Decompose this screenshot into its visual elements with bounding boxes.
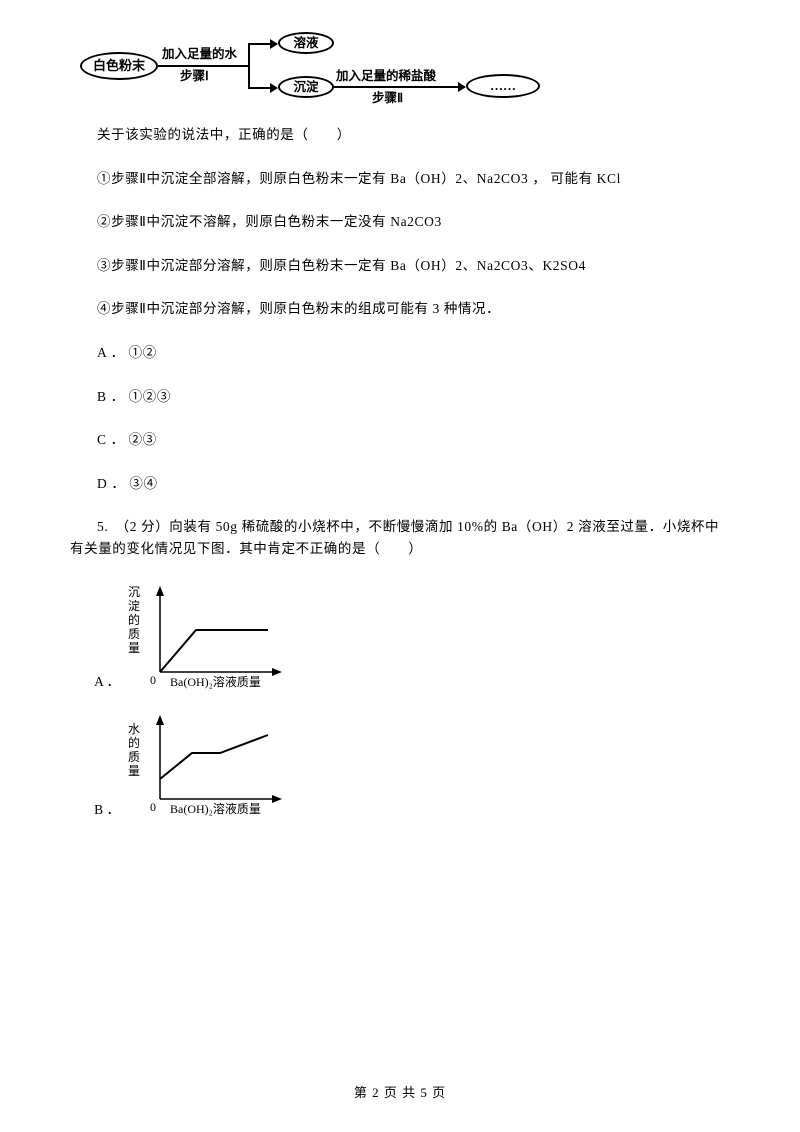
chart-b-svg: 水 的 质 量 0 Ba(OH)₂溶液质量 bbox=[124, 715, 294, 825]
flow-node-end: …… bbox=[466, 74, 540, 98]
page-footer: 第 2 页 共 5 页 bbox=[0, 1083, 800, 1104]
svg-text:量: 量 bbox=[128, 641, 140, 655]
flow-node-start: 白色粉末 bbox=[80, 52, 158, 80]
svg-text:Ba(OH)₂溶液质量: Ba(OH)₂溶液质量 bbox=[170, 801, 261, 816]
q4-option-d: D ． ③④ bbox=[70, 473, 730, 495]
flow-node-precipitate: 沉淀 bbox=[278, 76, 334, 98]
flow-split-v bbox=[248, 43, 250, 89]
svg-text:量: 量 bbox=[128, 764, 140, 778]
q4-statement-1: ①步骤Ⅱ中沉淀全部溶解，则原白色粉末一定有 Ba（OH）2、Na2CO3 ， 可… bbox=[70, 168, 730, 190]
svg-text:Ba(OH)₂溶液质量: Ba(OH)₂溶液质量 bbox=[170, 674, 261, 689]
q4-statement-2: ②步骤Ⅱ中沉淀不溶解，则原白色粉末一定没有 Na2CO3 bbox=[70, 211, 730, 233]
svg-text:质: 质 bbox=[128, 627, 140, 641]
q4-option-c: C ． ②③ bbox=[70, 429, 730, 451]
chart-a-prefix: A ． bbox=[70, 671, 124, 697]
q5-stem: 5. （2 分）向装有 50g 稀硫酸的小烧杯中，不断慢慢滴加 10%的 Ba（… bbox=[70, 516, 730, 559]
svg-text:的: 的 bbox=[128, 612, 140, 627]
flow-label-bot1: 步骤Ⅰ bbox=[180, 66, 209, 86]
svg-text:淀: 淀 bbox=[128, 599, 140, 613]
q4-option-a: A ． ①② bbox=[70, 342, 730, 364]
chart-option-a: A ． 沉 淀 的 质 量 0 Ba(OH)₂溶液质量 bbox=[70, 582, 730, 697]
flow-node-solution: 溶液 bbox=[278, 32, 334, 54]
svg-text:0: 0 bbox=[150, 673, 156, 687]
flow-label-top1: 加入足量的水 bbox=[162, 44, 237, 64]
flow-diagram: 白色粉末 加入足量的水 步骤Ⅰ 溶液 沉淀 加入足量的稀盐酸 步骤Ⅱ …… bbox=[80, 30, 730, 100]
flow-arrow-end bbox=[458, 82, 466, 92]
q4-stem: 关于该实验的说法中，正确的是（ ） bbox=[70, 124, 730, 146]
chart-b-prefix: B ． bbox=[70, 799, 124, 825]
q4-option-b: B ． ①②③ bbox=[70, 386, 730, 408]
svg-text:的: 的 bbox=[128, 735, 140, 750]
svg-text:水: 水 bbox=[128, 722, 140, 736]
flow-label-top2: 加入足量的稀盐酸 bbox=[336, 66, 436, 86]
chart-option-b: B ． 水 的 质 量 0 Ba(OH)₂溶液质量 bbox=[70, 715, 730, 825]
flow-label-bot2: 步骤Ⅱ bbox=[372, 88, 403, 108]
svg-text:质: 质 bbox=[128, 750, 140, 764]
flow-arrow-bot bbox=[270, 83, 278, 93]
chart-a-svg: 沉 淀 的 质 量 0 Ba(OH)₂溶液质量 bbox=[124, 582, 294, 697]
flow-arrow-top bbox=[270, 39, 278, 49]
q4-statement-3: ③步骤Ⅱ中沉淀部分溶解，则原白色粉末一定有 Ba（OH）2、Na2CO3、K2S… bbox=[70, 255, 730, 277]
q4-statement-4: ④步骤Ⅱ中沉淀部分溶解，则原白色粉末的组成可能有 3 种情况． bbox=[70, 298, 730, 320]
svg-text:沉: 沉 bbox=[128, 585, 140, 599]
svg-text:0: 0 bbox=[150, 800, 156, 814]
